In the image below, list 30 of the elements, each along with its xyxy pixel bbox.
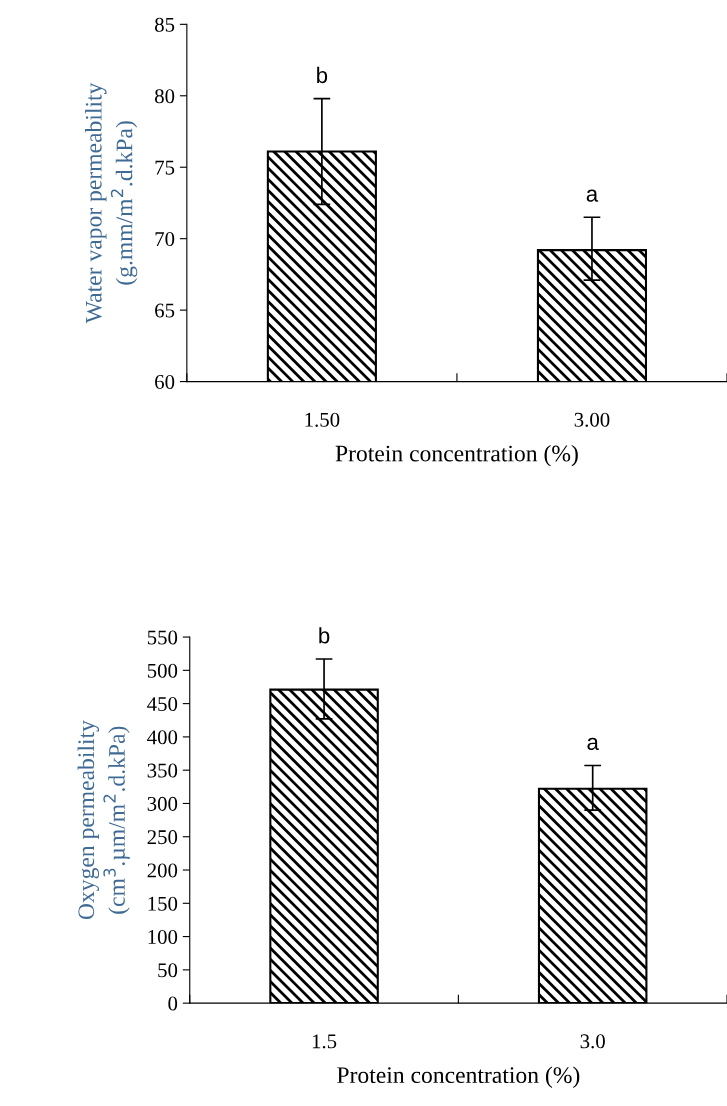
x-axis-title: Protein concentration (%) <box>335 444 578 467</box>
annotation: b <box>317 66 328 84</box>
y-tick-label: 200 <box>147 863 178 878</box>
annotation: a <box>587 737 599 751</box>
y-tick-label: 85 <box>154 17 175 32</box>
y-tick-label: 0 <box>168 996 178 1011</box>
y-tick-label: 250 <box>147 830 178 845</box>
x-axis-title: Protein concentration (%) <box>337 1066 580 1088</box>
x-tick-label: 1.50 <box>305 412 340 427</box>
y-axis-title: Oxygen permeability (cm$^{3}$.µm/m$^{2}$.d.kPa) <box>77 720 130 920</box>
y-tick-label: 80 <box>154 89 175 104</box>
y-tick-label: 65 <box>155 303 175 318</box>
annotation: a <box>586 189 599 202</box>
y-tick-label: 400 <box>147 730 178 745</box>
y-tick-label: 500 <box>147 663 178 678</box>
y-tick-label: 350 <box>147 763 178 778</box>
x-tick-label: 3.00 <box>574 412 610 427</box>
annotation: b <box>319 627 330 644</box>
y-tick-label: 50 <box>158 963 178 978</box>
y-axis-title: Water vapor permeability (g.mm/m$^{2}$.d.kPa) <box>85 82 138 324</box>
y-tick-label: 70 <box>155 232 175 247</box>
y-tick-label: 75 <box>155 160 175 175</box>
y-tick-label: 550 <box>147 630 178 645</box>
x-tick-label: 1.5 <box>312 1034 337 1049</box>
y-tick-label: 450 <box>147 696 178 712</box>
x-tick-label: 3.0 <box>580 1034 605 1049</box>
y-tick-label: 300 <box>147 796 178 811</box>
y-tick-label: 150 <box>148 896 178 911</box>
y-tick-label: 60 <box>155 374 175 389</box>
y-tick-label: 100 <box>148 929 178 945</box>
